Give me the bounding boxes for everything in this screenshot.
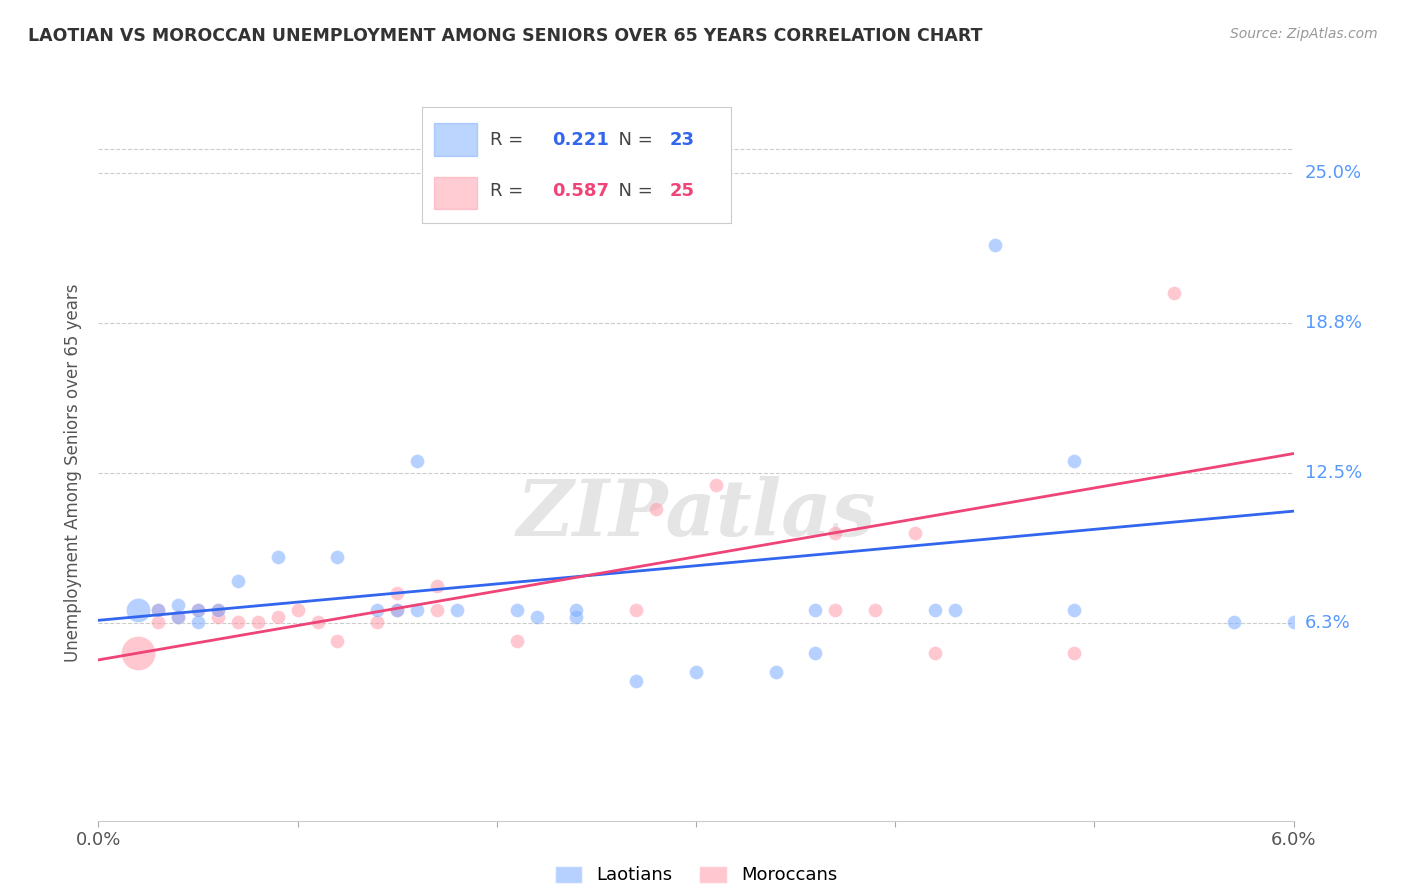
Y-axis label: Unemployment Among Seniors over 65 years: Unemployment Among Seniors over 65 years — [65, 284, 83, 662]
Point — [326, 633, 349, 648]
Text: 25.0%: 25.0% — [1305, 164, 1362, 182]
Point — [267, 549, 290, 564]
Point — [983, 237, 1005, 252]
Text: R =: R = — [489, 182, 529, 200]
Point — [1063, 602, 1085, 616]
FancyBboxPatch shape — [434, 177, 478, 209]
Point — [565, 602, 588, 616]
Text: Source: ZipAtlas.com: Source: ZipAtlas.com — [1230, 27, 1378, 41]
Point — [207, 602, 229, 616]
Text: N =: N = — [607, 182, 659, 200]
Point — [924, 602, 946, 616]
Point — [207, 609, 229, 624]
Point — [565, 609, 588, 624]
Point — [226, 615, 249, 629]
Text: 6.3%: 6.3% — [1305, 614, 1350, 632]
Text: 0.221: 0.221 — [551, 130, 609, 148]
Point — [426, 602, 449, 616]
Text: 25: 25 — [669, 182, 695, 200]
Point — [446, 602, 468, 616]
Point — [506, 602, 529, 616]
Text: 0.587: 0.587 — [551, 182, 609, 200]
Point — [385, 602, 409, 616]
Point — [1063, 646, 1085, 660]
Point — [1163, 285, 1185, 300]
FancyBboxPatch shape — [434, 123, 478, 156]
Point — [127, 602, 149, 616]
Point — [366, 615, 388, 629]
Point — [148, 602, 170, 616]
Point — [366, 602, 388, 616]
Point — [167, 609, 190, 624]
Point — [207, 602, 229, 616]
Point — [187, 602, 209, 616]
Text: LAOTIAN VS MOROCCAN UNEMPLOYMENT AMONG SENIORS OVER 65 YEARS CORRELATION CHART: LAOTIAN VS MOROCCAN UNEMPLOYMENT AMONG S… — [28, 27, 983, 45]
Text: R =: R = — [489, 130, 529, 148]
Point — [804, 646, 827, 660]
Text: 12.5%: 12.5% — [1305, 464, 1362, 482]
Point — [804, 602, 827, 616]
Point — [904, 525, 927, 540]
Point — [824, 602, 846, 616]
Point — [824, 525, 846, 540]
Point — [526, 609, 548, 624]
Point — [406, 602, 429, 616]
Point — [943, 602, 966, 616]
Point — [148, 615, 170, 629]
Point — [624, 602, 647, 616]
Point — [267, 609, 290, 624]
Point — [863, 602, 886, 616]
Point — [167, 609, 190, 624]
Point — [226, 574, 249, 588]
Point — [624, 674, 647, 689]
Point — [1063, 454, 1085, 468]
Point — [1223, 615, 1246, 629]
Point — [924, 646, 946, 660]
Legend: Laotians, Moroccans: Laotians, Moroccans — [547, 858, 845, 892]
Point — [506, 633, 529, 648]
Text: N =: N = — [607, 130, 659, 148]
Point — [406, 454, 429, 468]
Point — [167, 598, 190, 612]
Point — [127, 646, 149, 660]
Point — [1282, 615, 1305, 629]
Point — [426, 578, 449, 592]
Point — [307, 615, 329, 629]
Text: 18.8%: 18.8% — [1305, 314, 1361, 332]
Text: ZIPatlas: ZIPatlas — [516, 476, 876, 553]
Point — [287, 602, 309, 616]
Point — [246, 615, 269, 629]
Point — [685, 665, 707, 679]
Point — [148, 602, 170, 616]
Text: 23: 23 — [669, 130, 695, 148]
Point — [704, 477, 727, 491]
Point — [765, 665, 787, 679]
Point — [326, 549, 349, 564]
Point — [385, 602, 409, 616]
Point — [187, 615, 209, 629]
Point — [187, 602, 209, 616]
Point — [645, 501, 668, 516]
Point — [385, 585, 409, 599]
